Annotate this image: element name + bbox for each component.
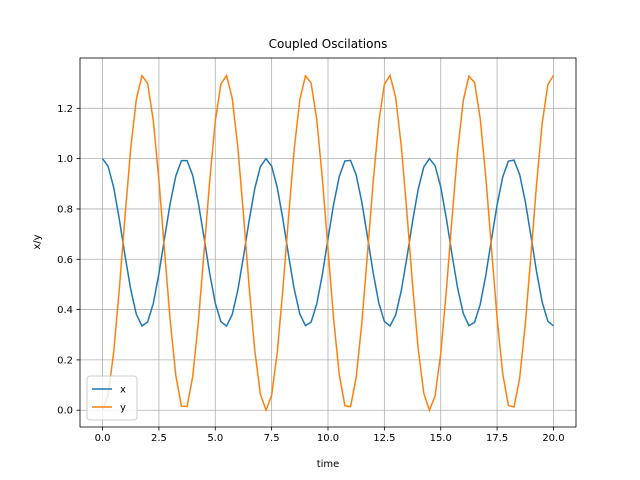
y-tick-label: 0.2	[57, 355, 73, 366]
y-tick-label: 1.0	[57, 154, 73, 165]
x-tick-label: 0.0	[95, 433, 111, 444]
x-tick-label: 7.5	[264, 433, 280, 444]
x-tick-label: 20.0	[542, 433, 564, 444]
legend-label: x	[120, 385, 126, 396]
x-tick-label: 15.0	[430, 433, 452, 444]
legend-label: y	[120, 403, 126, 414]
x-tick-label: 10.0	[317, 433, 339, 444]
y-tick-label: 0.6	[57, 255, 73, 266]
y-tick-label: 0.4	[57, 305, 73, 316]
x-tick-label: 2.5	[151, 433, 167, 444]
y-tick-label: 0.8	[57, 204, 73, 215]
chart-title: Coupled Oscilations	[269, 37, 388, 51]
x-tick-label: 12.5	[373, 433, 395, 444]
series-line	[101, 73, 555, 413]
y-axis-label: x/y	[32, 234, 43, 249]
y-tick-label: 0.0	[57, 406, 73, 417]
plot-frame	[79, 57, 577, 428]
legend-box	[86, 375, 138, 421]
x-tick-label: 17.5	[486, 433, 508, 444]
series-line	[101, 157, 554, 328]
y-tick-label: 1.2	[57, 104, 73, 115]
x-tick-label: 5.0	[207, 433, 223, 444]
x-axis-label: time	[317, 459, 340, 470]
